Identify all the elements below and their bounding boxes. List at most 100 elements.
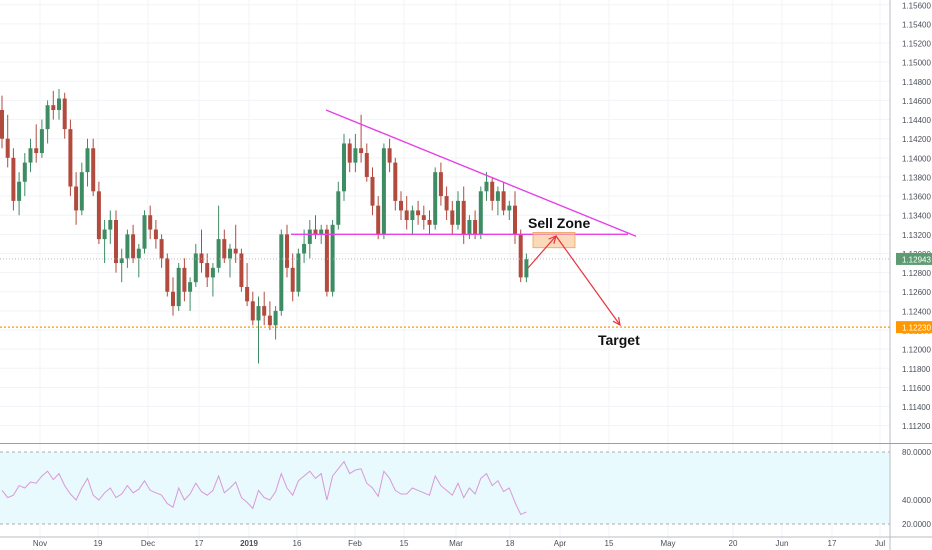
candle bbox=[507, 200, 512, 220]
candle-body bbox=[68, 129, 73, 187]
candle bbox=[410, 205, 415, 235]
candle-body bbox=[342, 143, 346, 192]
candle-body bbox=[45, 105, 50, 130]
candle-body bbox=[433, 172, 438, 225]
candle bbox=[119, 248, 124, 283]
candle bbox=[108, 210, 113, 244]
candle-body bbox=[34, 148, 39, 154]
candle-body bbox=[319, 229, 324, 235]
candle bbox=[68, 119, 73, 197]
rsi-band bbox=[0, 452, 890, 524]
candle-body bbox=[296, 253, 301, 292]
candle-body bbox=[153, 229, 158, 240]
candle-body bbox=[364, 153, 369, 177]
candle bbox=[74, 172, 79, 225]
candle bbox=[188, 277, 193, 311]
candle-body bbox=[501, 191, 506, 211]
candle bbox=[228, 243, 232, 278]
candle bbox=[399, 191, 403, 220]
candle-body bbox=[159, 239, 164, 259]
candle bbox=[96, 181, 101, 244]
candle bbox=[210, 263, 215, 297]
candle-body bbox=[79, 172, 84, 211]
candle-body bbox=[330, 224, 335, 292]
candle bbox=[131, 224, 136, 264]
candle-body bbox=[359, 148, 364, 154]
candle-body bbox=[336, 191, 341, 225]
candle bbox=[262, 291, 267, 326]
candle-body bbox=[267, 315, 272, 326]
candle-body bbox=[416, 210, 421, 216]
candle bbox=[17, 172, 22, 216]
y-tick-label: 1.11800 bbox=[902, 365, 931, 374]
rsi-tick-label: 40.0000 bbox=[902, 496, 931, 505]
candle bbox=[450, 200, 455, 235]
candle-body bbox=[478, 191, 483, 235]
candle-body bbox=[273, 310, 278, 326]
y-tick-label: 1.12800 bbox=[902, 269, 931, 278]
candle-body bbox=[176, 267, 181, 307]
candle-body bbox=[182, 267, 187, 292]
drawings bbox=[0, 109, 890, 328]
candle-body bbox=[444, 196, 449, 211]
candle-body bbox=[262, 306, 267, 316]
candle bbox=[416, 200, 421, 225]
candle-body bbox=[216, 239, 221, 268]
candle-body bbox=[456, 200, 460, 225]
candle bbox=[102, 220, 107, 264]
candle bbox=[256, 296, 261, 364]
rsi-tick-label: 80.0000 bbox=[902, 448, 931, 457]
candle bbox=[307, 220, 312, 259]
candle-body bbox=[22, 162, 27, 182]
candle bbox=[393, 157, 398, 211]
projection-arrow bbox=[527, 235, 557, 269]
y-tick-label: 1.14600 bbox=[902, 97, 931, 106]
y-tick-label: 1.15600 bbox=[902, 1, 931, 10]
candle-body bbox=[114, 220, 118, 264]
y-tick-label: 1.15200 bbox=[902, 40, 931, 49]
candle-body bbox=[399, 200, 403, 211]
candle bbox=[136, 243, 141, 278]
sell-zone-label: Sell Zone bbox=[528, 215, 590, 231]
candle bbox=[347, 138, 352, 173]
candle bbox=[330, 220, 335, 297]
candle-body bbox=[410, 210, 415, 220]
arrow-head bbox=[612, 317, 621, 327]
candle bbox=[421, 205, 426, 230]
candle-body bbox=[376, 205, 381, 235]
candle bbox=[182, 258, 187, 302]
candle-body bbox=[0, 110, 4, 139]
y-tick-label: 1.14800 bbox=[902, 78, 931, 87]
candle bbox=[28, 138, 33, 173]
candle bbox=[484, 172, 489, 201]
candle bbox=[239, 248, 244, 292]
y-tick-label: 1.11400 bbox=[902, 403, 931, 412]
candle bbox=[11, 148, 16, 211]
candle bbox=[433, 167, 438, 230]
candle bbox=[478, 186, 483, 240]
candle bbox=[353, 133, 358, 173]
y-tick-label: 1.14400 bbox=[902, 116, 931, 125]
target-price-tag bbox=[896, 321, 932, 334]
y-tick-label: 1.13600 bbox=[902, 193, 931, 202]
target-label: Target bbox=[598, 332, 640, 348]
x-tick-label: Jun bbox=[776, 539, 789, 548]
candle bbox=[176, 263, 181, 311]
y-tick-label: 1.15400 bbox=[902, 20, 931, 29]
candle bbox=[296, 248, 301, 297]
candle bbox=[381, 143, 386, 240]
candle bbox=[79, 162, 84, 216]
candle bbox=[359, 114, 364, 163]
x-tick-label: May bbox=[660, 539, 675, 548]
candle bbox=[495, 186, 500, 216]
candle-body bbox=[136, 248, 141, 259]
candle bbox=[387, 138, 392, 173]
candle-body bbox=[188, 282, 193, 292]
rsi-series bbox=[1, 460, 527, 516]
candle bbox=[159, 234, 164, 268]
rsi-line bbox=[1, 460, 527, 516]
sell-zone-box bbox=[532, 232, 576, 249]
candle-body bbox=[353, 148, 358, 163]
candle bbox=[427, 210, 432, 235]
